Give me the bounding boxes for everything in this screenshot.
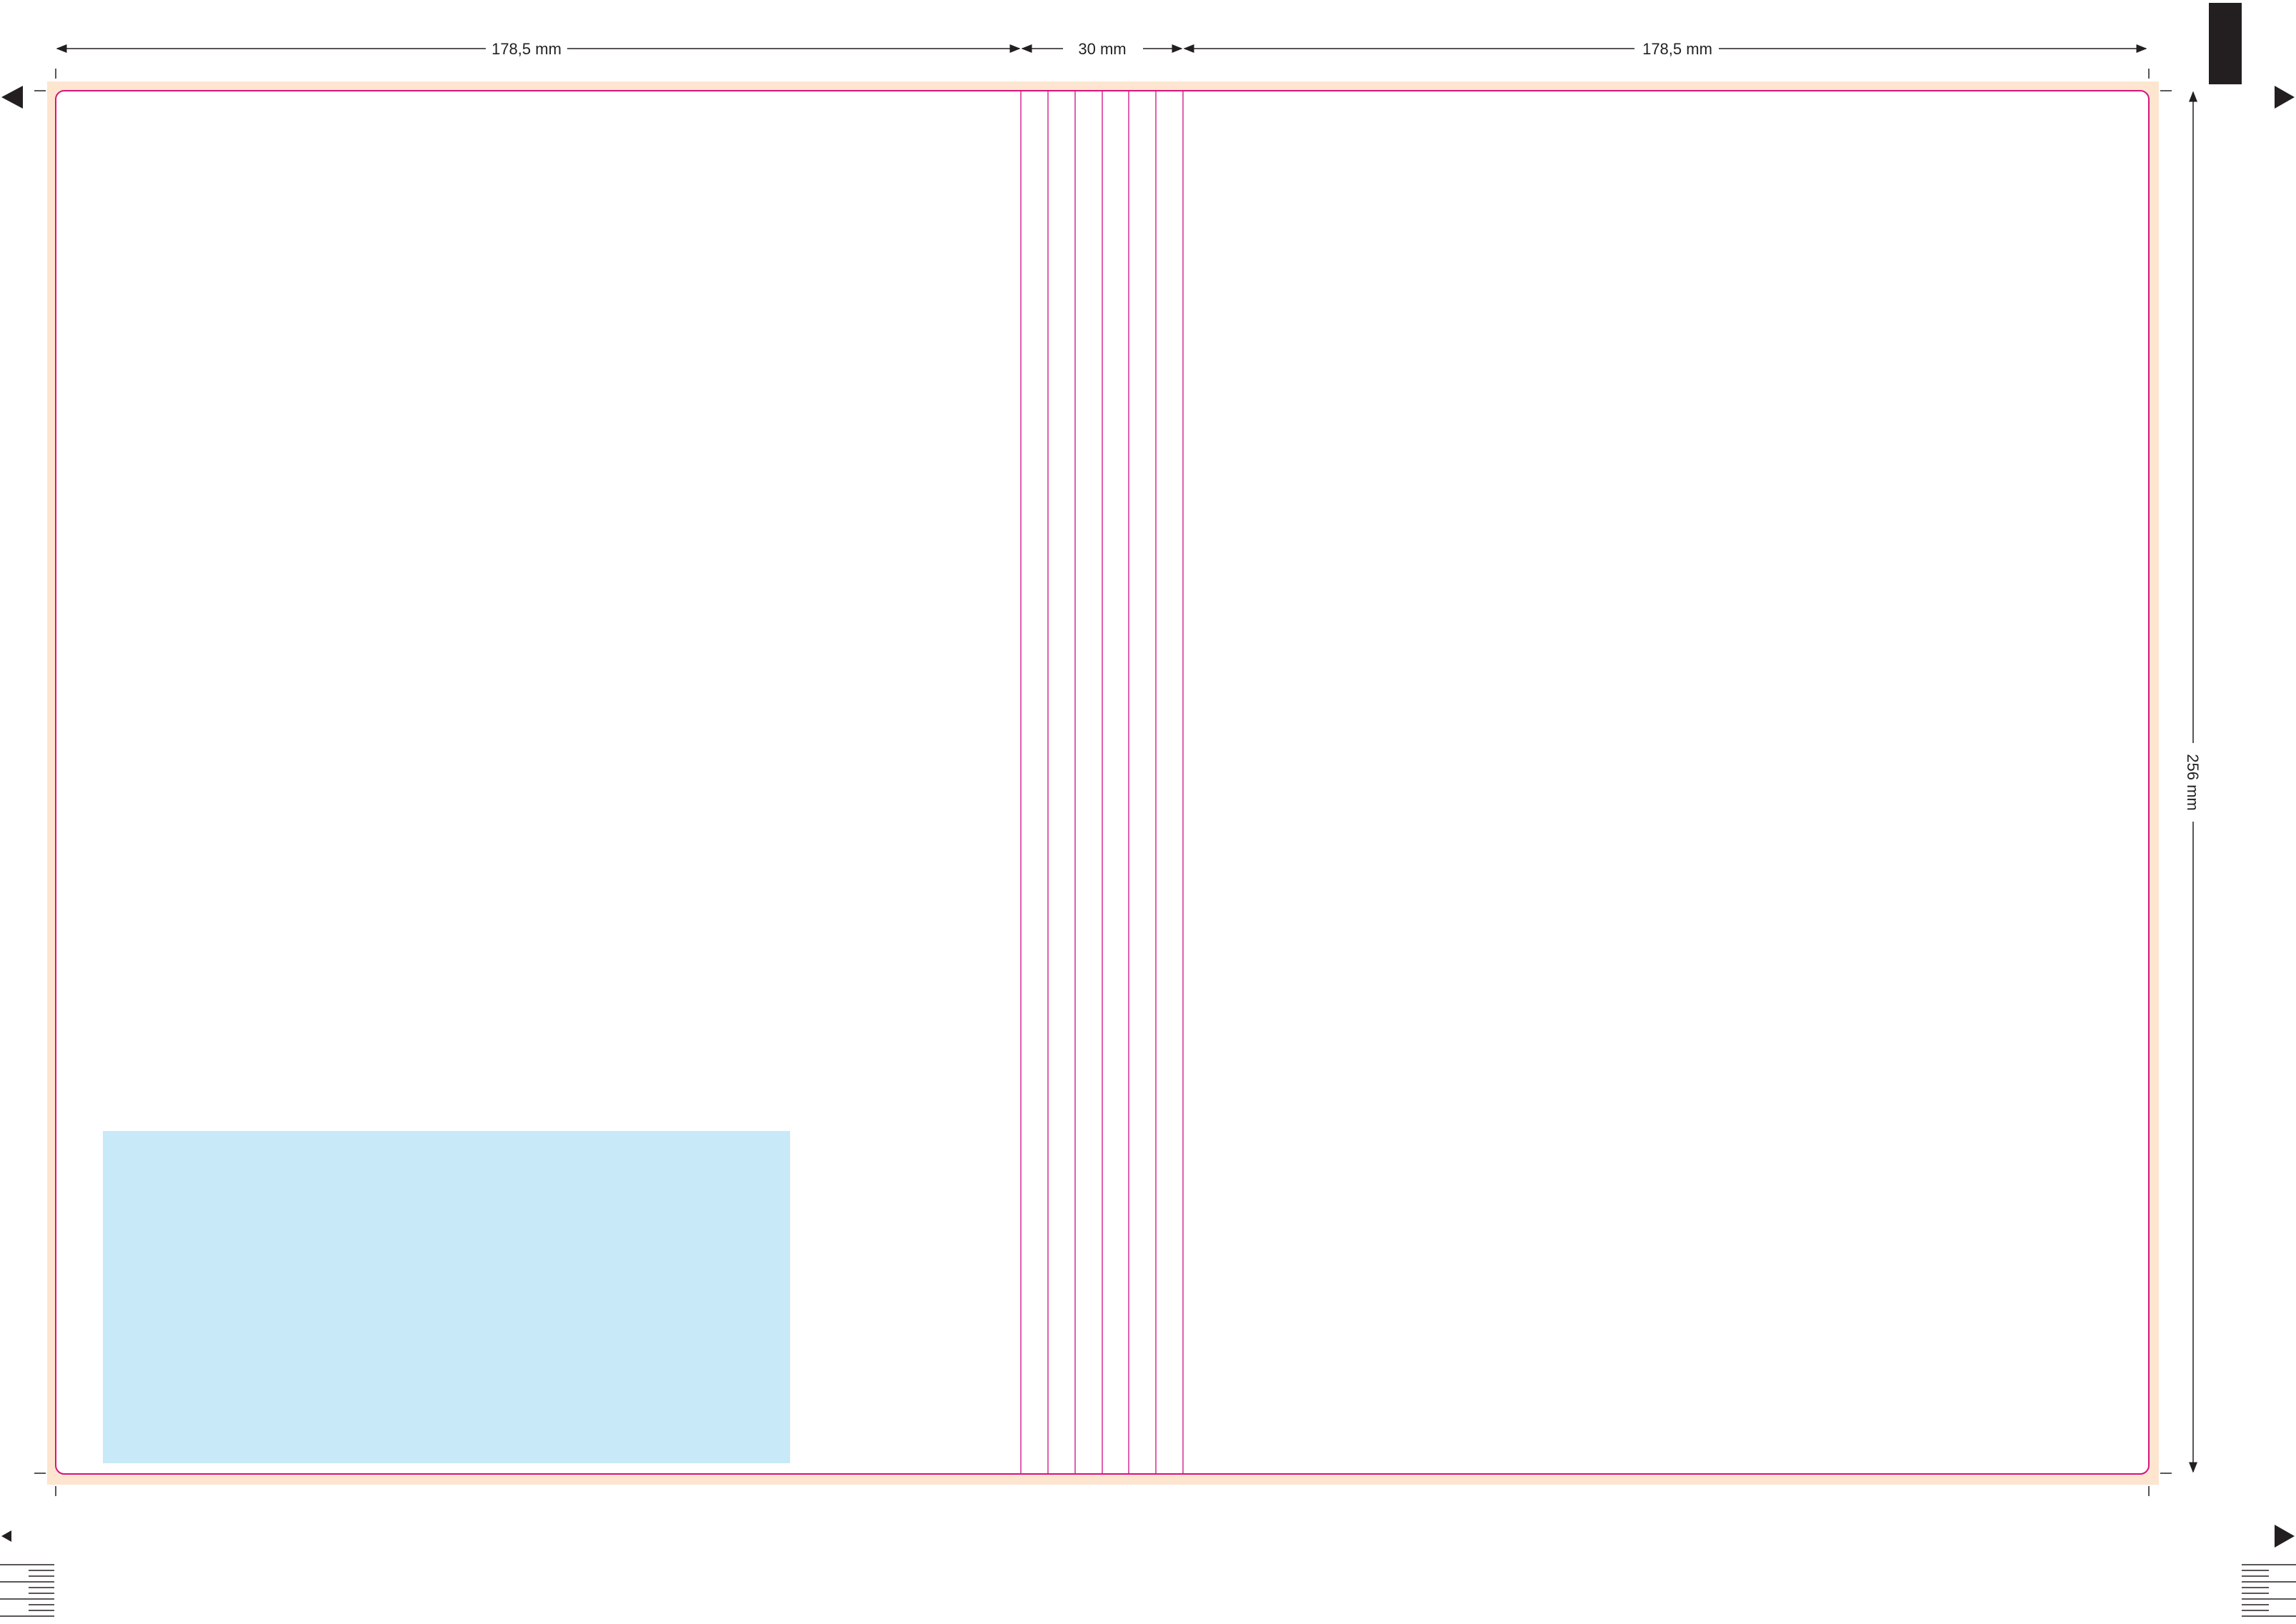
spine-guides (1020, 91, 1184, 1473)
dimension-label-height: 256 mm (2184, 754, 2202, 810)
dimension-label-left-panel: 178,5 mm (491, 40, 561, 58)
crop-marks (34, 69, 2172, 1496)
triangle-right-bottom-icon (2275, 1525, 2295, 1548)
placeholder-box (103, 1131, 790, 1463)
color-bar-block (2209, 3, 2242, 84)
registration-triangles (1, 86, 2295, 1548)
dimension-label-right-panel: 178,5 mm (1642, 40, 1712, 58)
line-pattern-bottom-left (0, 1564, 54, 1617)
triangle-left-bottom-icon (1, 1530, 11, 1542)
dimension-label-spine: 30 mm (1078, 40, 1126, 58)
triangle-right-top-icon (2275, 86, 2295, 109)
line-pattern-bottom-right (2242, 1564, 2296, 1617)
triangle-left-top-icon (1, 86, 23, 109)
